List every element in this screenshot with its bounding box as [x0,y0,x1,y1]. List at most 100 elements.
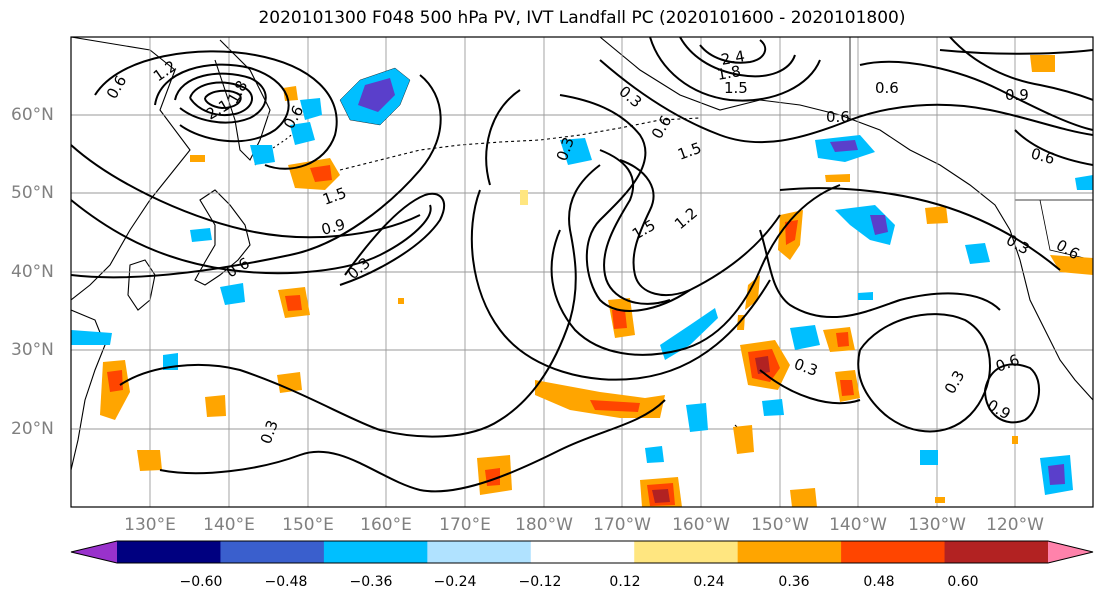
negative-shading [71,67,1093,495]
contour-line [159,399,666,493]
colorbar-tick-label: −0.36 [349,574,393,590]
neg-patch [645,446,664,463]
colorbar-tick-label: −0.24 [433,574,477,590]
china-coast [71,309,106,471]
neg-patch [300,98,322,120]
neg-patch [560,138,592,165]
contour-line [71,144,421,239]
contour-label: 0.6 [826,108,850,126]
lat-label-60n: 60°N [11,105,54,125]
pos-patch [285,295,302,311]
colorbar-segment [634,541,739,563]
contour-line [779,187,1061,271]
contour-label: 0.6 [875,79,899,97]
neg-patch [220,283,245,305]
pos-patch [1012,436,1018,444]
lon-label: 130°W [908,515,966,535]
contour-line [619,159,781,296]
pos-patch [935,497,945,503]
neg-patch [686,403,708,432]
contour-line [699,39,767,64]
pos-patch [652,489,670,503]
map-frame [70,36,1094,508]
pos-patch [590,400,640,412]
neg-patch [250,145,275,165]
contour-label: 1.5 [724,79,748,97]
lat-label-50n: 50°N [11,183,54,203]
colorbar-tick-label: 0.60 [947,574,979,590]
lon-label: 150°W [751,515,809,535]
contour-line [759,369,861,405]
japan-islands [194,189,251,286]
neg-patch [290,122,315,145]
contour-line [559,94,691,312]
contour-line [984,363,1041,424]
pos-patch [755,356,770,374]
pos-patch [836,332,849,347]
contour-line [204,89,242,110]
neg-patch [965,243,990,264]
pos-patch [137,450,162,471]
pos-patch [310,165,332,182]
lat-label-40n: 40°N [11,262,54,282]
colorbar [70,540,1094,564]
contour-line [470,189,771,381]
pos-patch [825,174,850,182]
alaska-coast [599,37,1093,401]
contour-line [154,63,290,143]
kamchatka-coast [214,39,271,161]
chart-title: 2020101300 F048 500 hPa PV, IVT Landfall… [258,8,906,28]
pos-patch [190,155,205,162]
colorbar-extend-min [71,541,117,563]
colorbar-tick-label: −0.60 [179,574,223,590]
lon-label: 160°E [360,515,412,535]
neg-patch [920,450,938,465]
colorbar-segment [944,541,1049,563]
neg-patch [858,292,873,300]
contour-line [599,149,671,305]
colorbar-segment [323,541,428,563]
colorbar-segment [427,541,532,563]
contour-line [174,72,267,124]
lon-label: 120°W [986,515,1044,535]
lon-label: 160°W [672,515,730,535]
contour-line [649,37,821,102]
neg-patch [660,308,718,360]
pos-patch [840,380,854,396]
contour-line [1014,129,1093,166]
colorbar-tick-label: 0.24 [693,574,725,590]
contour-line [599,59,1093,144]
pos-patch [785,220,798,245]
contour-line [71,199,432,275]
colorbar-tick-label: −0.48 [264,574,308,590]
lon-label: 130°E [124,515,176,535]
lon-label: 150°E [282,515,334,535]
positive-shading [100,55,1093,507]
colorbar-outline [70,540,1094,564]
pos-patch [107,370,123,392]
neg-patch [190,228,212,242]
contour-line [679,37,796,78]
neg-patch [830,140,858,152]
contour-line [189,81,254,116]
lon-label: 140°E [203,515,255,535]
lon-label: 180°W [515,515,573,535]
pos-patch [790,488,817,507]
neg-patch [762,399,784,416]
aleutian-islands [339,117,701,171]
pv-contours [71,37,1093,493]
neg-patch [71,330,112,345]
pos-patch [733,425,754,454]
colorbar-tick-label: −0.12 [518,574,562,590]
contour-line [71,74,442,279]
contour-label: 2.4 [720,47,747,69]
contour-line [759,229,1001,319]
colorbar-segment [530,541,635,563]
pos-patch [1030,55,1055,72]
lon-label: 170°E [439,515,491,535]
lat-label-30n: 30°N [11,340,54,360]
contour-line [550,184,841,356]
lon-label: 140°W [829,515,887,535]
neg-patch [870,215,888,235]
pos-patch [205,395,226,417]
